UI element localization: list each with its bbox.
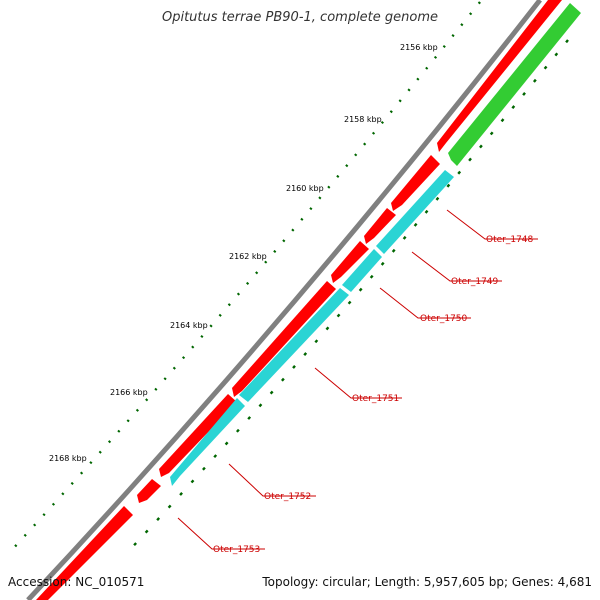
leader-line <box>228 463 316 497</box>
gene-label: Oter_1749 <box>451 277 499 287</box>
leader-line <box>314 367 402 399</box>
scale-label: 2160 kbp <box>286 184 324 193</box>
forward-strand-track <box>36 0 562 600</box>
gene-label: Oter_1751 <box>352 394 399 404</box>
gene-label: Oter_1748 <box>486 235 534 245</box>
forward-cds <box>159 394 237 477</box>
scale-label: 2168 kbp <box>49 454 87 463</box>
forward-cds <box>36 506 133 600</box>
reverse-cds <box>239 288 349 402</box>
scale-label: 2162 kbp <box>229 252 267 261</box>
forward-cds <box>391 155 440 211</box>
accession-label: Accession: NC_010571 <box>8 575 145 589</box>
leader-line <box>379 287 471 319</box>
scale-label: 2158 kbp <box>344 115 382 124</box>
gene-track-bar <box>448 3 581 166</box>
reverse-cds <box>342 249 382 292</box>
forward-cds <box>137 479 161 503</box>
leader-line <box>177 517 265 550</box>
outer-tick-arc <box>9 1 481 553</box>
genome-backbone <box>26 0 542 600</box>
reverse-cds <box>376 170 454 254</box>
scale-label: 2166 kbp <box>110 388 148 397</box>
gene-label: Oter_1753 <box>213 545 260 555</box>
scale-label: 2164 kbp <box>170 321 208 330</box>
forward-cds <box>364 208 396 244</box>
gene-label: Oter_1750 <box>420 314 468 324</box>
scale-labels: 2156 kbp 2158 kbp 2160 kbp 2162 kbp 2164… <box>49 43 438 463</box>
forward-cds <box>437 0 562 152</box>
forward-cds <box>232 281 336 397</box>
genome-summary: Topology: circular; Length: 5,957,605 bp… <box>262 575 592 589</box>
forward-cds <box>331 241 369 283</box>
reverse-cds <box>170 398 245 486</box>
map-title: Opitutus terrae PB90-1, complete genome <box>161 10 439 25</box>
reverse-strand-track <box>170 170 454 486</box>
leader-line <box>411 251 502 282</box>
leader-line <box>446 209 538 240</box>
gene-labels: Oter_1748 Oter_1749 Oter_1750 Oter_1751 … <box>213 235 534 555</box>
gene-label-leaders <box>177 209 538 550</box>
gene-label: Oter_1752 <box>264 492 311 502</box>
scale-label: 2156 kbp <box>400 43 438 52</box>
